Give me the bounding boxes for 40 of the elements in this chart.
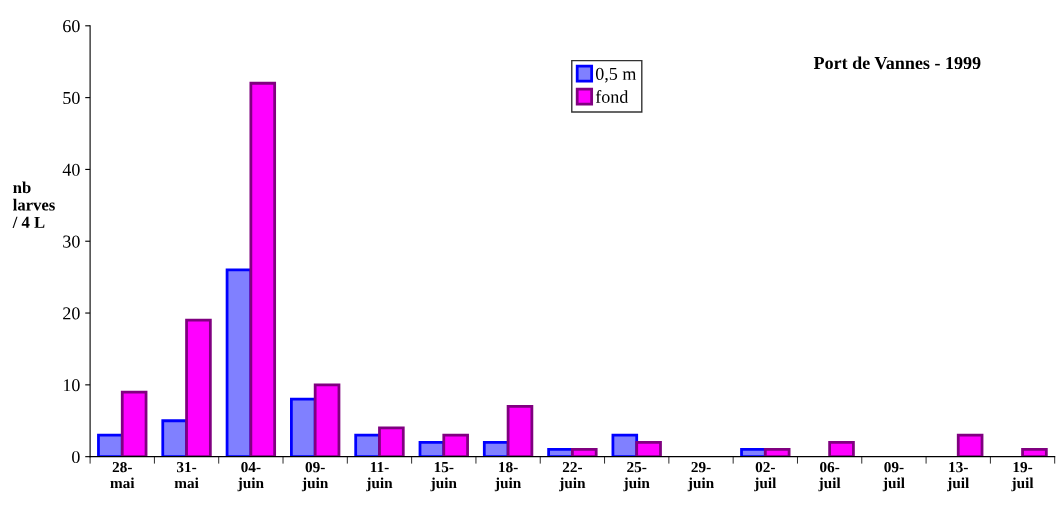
x-tick-label: 09-juil (882, 461, 905, 492)
x-tick-label: 28-mai (110, 461, 135, 489)
bar (120, 390, 148, 457)
bar (185, 318, 212, 457)
y-tick-label: 30 (63, 235, 80, 248)
x-tick-label: 15-juin (430, 462, 457, 492)
y-tick-label: 20 (63, 307, 80, 320)
bar (161, 419, 188, 457)
y-axis-title: nb larves / 4 L (12, 181, 55, 228)
bar (313, 383, 341, 457)
y-tick-label: 60 (63, 20, 80, 33)
bar (1021, 448, 1048, 457)
bar (956, 433, 984, 457)
bar (378, 426, 405, 457)
bar (635, 440, 662, 457)
x-tick-label: 25-juin (623, 462, 650, 492)
x-tick-label: 09-juin (301, 461, 329, 492)
bar (763, 448, 791, 457)
x-tick-label: 29-juin (687, 462, 714, 492)
x-tick-label: 06-juil (818, 461, 841, 492)
bar (571, 448, 598, 457)
x-tick-label: 02-juil (754, 461, 777, 492)
legend-label: fond (595, 90, 629, 103)
text: Port de Vannes - 1999 (813, 56, 981, 70)
y-tick-label: 10 (63, 379, 80, 392)
y-tick-label: 50 (63, 91, 80, 105)
x-tick-label: 13-juil (947, 462, 970, 492)
bar (506, 405, 534, 457)
x-tick-label: 19-juil (1011, 462, 1034, 492)
bar (442, 433, 469, 457)
x-tick-label: 22-juin (559, 462, 586, 492)
legend-label: 0,5 m (595, 67, 637, 83)
x-tick-label: 11-juin (366, 462, 393, 492)
x-tick-label: 04-juin (237, 461, 264, 492)
bar (828, 440, 855, 457)
y-tick-label: 40 (62, 163, 80, 176)
x-tick-label: 31-mai (174, 462, 199, 489)
bar (249, 81, 277, 457)
y-tick-label: 0 (72, 450, 80, 464)
x-tick-label: 18-juin (494, 461, 522, 492)
